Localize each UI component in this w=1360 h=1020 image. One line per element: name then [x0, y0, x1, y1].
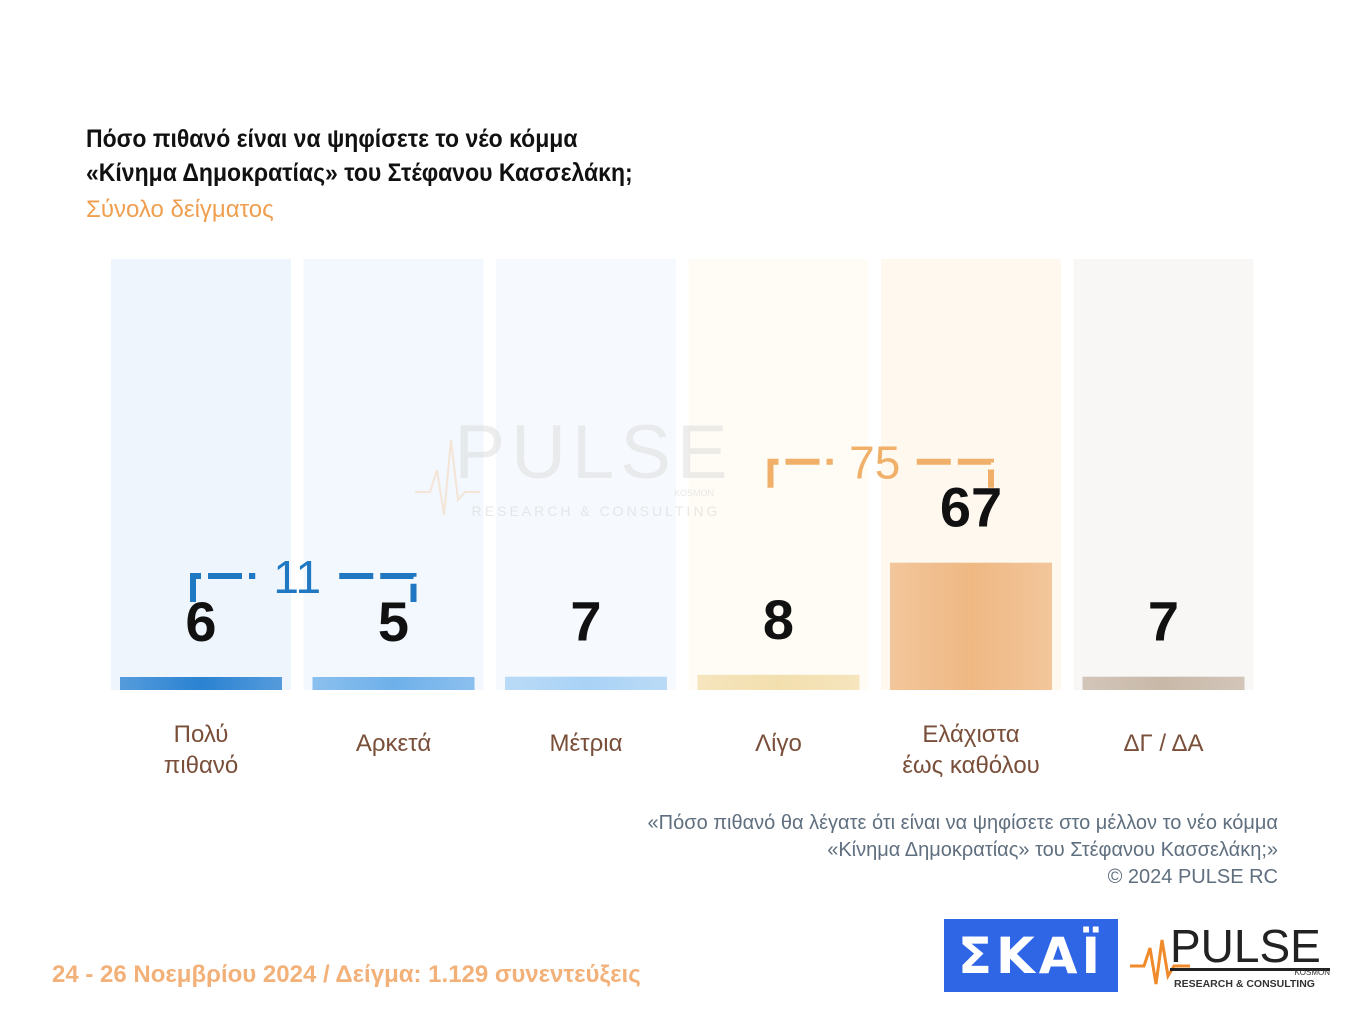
title-line-1: Πόσο πιθανό είναι να ψηφίσετε το νέο κόμ… — [86, 125, 578, 153]
watermark-brand: PULSE — [454, 410, 733, 495]
column-bg — [303, 259, 484, 690]
footnote-line-1: «Πόσο πιθανό θα λέγατε ότι είναι να ψηφί… — [647, 812, 1278, 834]
watermark-sub: KOSMON — [674, 488, 714, 498]
pulse-wave-icon — [1130, 939, 1190, 985]
value-label: 7 — [1148, 590, 1179, 653]
group-bracket-left — [767, 458, 833, 488]
category-label: Αρκετά — [356, 730, 432, 757]
watermark-tagline: RESEARCH & CONSULTING — [472, 503, 721, 519]
category-label: Ελάχιστα — [922, 721, 1019, 748]
bar — [312, 677, 475, 690]
group-bracket-left — [190, 573, 256, 602]
group-bracket-right — [339, 573, 417, 602]
bar — [890, 562, 1052, 690]
group-total-label: 11 — [273, 551, 321, 603]
pulse-logo-sub: KOSMON — [1294, 968, 1330, 977]
category-label: Λίγο — [755, 730, 802, 757]
value-label: 8 — [763, 588, 794, 651]
footnote-line-3: © 2024 PULSE RC — [1107, 866, 1278, 888]
chart-subtitle: Σύνολο δείγματος — [86, 196, 274, 223]
title-line-2: «Κίνημα Δημοκρατίας» του Στέφανου Κασσελ… — [86, 159, 633, 187]
pulse-logo-text: PULSE — [1170, 920, 1321, 972]
bar — [697, 674, 860, 690]
category-label: Μέτρια — [549, 730, 622, 757]
pulse-logo: PULSE KOSMON RESEARCH & CONSULTING — [1130, 920, 1330, 990]
skai-logo: ΣΚΑΪ — [944, 919, 1118, 992]
footnote: «Πόσο πιθανό θα λέγατε ότι είναι να ψηφί… — [648, 810, 1278, 891]
pulse-logo-tagline: RESEARCH & CONSULTING — [1174, 978, 1315, 990]
category-label: ΔΓ / ΔΑ — [1124, 730, 1204, 757]
value-label: 7 — [570, 590, 601, 653]
column-bg — [111, 259, 291, 690]
dates-sample: 24 - 26 Νοεμβρίου 2024 / Δείγμα: 1.129 σ… — [52, 961, 641, 988]
bar — [505, 676, 667, 690]
column-bg — [688, 259, 869, 690]
category-label: Πολύ — [174, 721, 229, 748]
column-bg — [496, 259, 676, 690]
group-bracket-right — [916, 458, 994, 488]
bar — [120, 677, 282, 690]
group-total-label: 75 — [849, 437, 900, 489]
watermark-wave-icon — [415, 439, 480, 516]
value-label: 5 — [378, 590, 409, 653]
bar — [1082, 676, 1245, 690]
category-label: πιθανό — [164, 752, 238, 779]
footnote-line-2: «Κίνημα Δημοκρατίας» του Στέφανου Κασσελ… — [827, 839, 1278, 861]
skai-logo-text: ΣΚΑΪ — [957, 926, 1105, 985]
chart-title: Πόσο πιθανό είναι να ψηφίσετε το νέο κόμ… — [86, 122, 785, 190]
category-label: έως καθόλου — [902, 752, 1040, 779]
column-bg — [1073, 259, 1254, 690]
